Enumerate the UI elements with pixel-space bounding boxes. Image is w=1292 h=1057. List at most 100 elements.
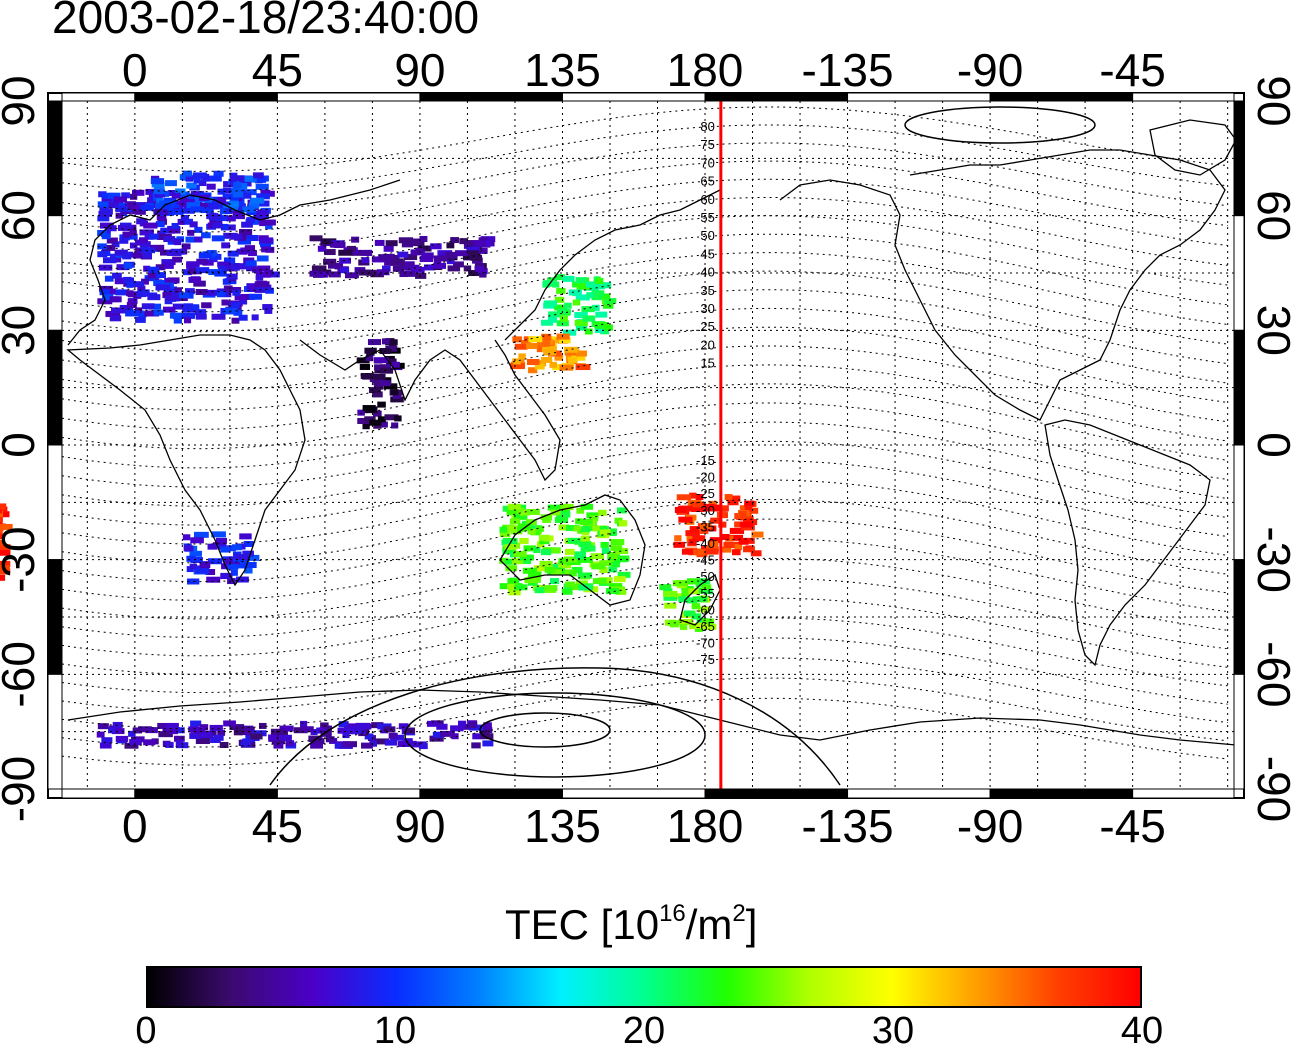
contour-label: -30 xyxy=(696,503,715,518)
tec-cell-south-africa xyxy=(220,573,233,580)
south-magnetic-pole-ring-inner xyxy=(479,712,611,748)
tec-cell-new-zealand xyxy=(696,618,708,625)
tec-cell-europe xyxy=(206,289,221,296)
tec-cell-russia xyxy=(467,250,479,257)
tec-cell-russia xyxy=(324,249,336,256)
contour-label: -40 xyxy=(696,536,715,551)
tec-cell-pacific-fiji xyxy=(720,533,730,540)
tec-cell-antarctic-coast xyxy=(429,735,444,742)
tec-cell-india xyxy=(362,405,376,412)
tec-cell-scandinavia xyxy=(213,170,224,177)
tec-cell-europe xyxy=(185,288,195,295)
tec-cell-australia xyxy=(580,503,594,510)
tec-cell-europe xyxy=(156,214,167,221)
tec-cell-europe xyxy=(155,272,166,279)
tec-cell-australia xyxy=(533,547,541,554)
tec-cell-europe xyxy=(265,223,273,230)
contour-label: -35 xyxy=(696,519,715,534)
tec-cell-europe xyxy=(178,292,189,299)
tec-cell-europe xyxy=(102,294,114,301)
tec-cell-europe xyxy=(153,194,161,201)
tec-cell-south-america xyxy=(0,564,10,571)
tec-cell-australia xyxy=(592,525,608,532)
axis-bars xyxy=(47,92,1245,799)
tec-cell-new-zealand xyxy=(701,584,712,591)
tec-cell-new-zealand xyxy=(689,623,697,630)
right-axis-bar xyxy=(1233,329,1245,446)
tec-cell-japan xyxy=(576,283,591,290)
tec-cell-russia xyxy=(415,272,427,279)
tec-cell-east-china xyxy=(510,363,525,370)
left-axis-bar xyxy=(47,215,63,331)
contour-label: -50 xyxy=(696,569,715,584)
tec-cell-japan xyxy=(586,292,594,299)
tec-cell-europe xyxy=(247,285,257,292)
tec-cell-india xyxy=(357,409,365,416)
tec-cell-scandinavia xyxy=(229,201,239,208)
tec-cell-scandinavia xyxy=(256,176,267,183)
tec-cell-europe xyxy=(238,314,248,321)
tec-cell-europe xyxy=(105,310,121,317)
tec-cell-russia xyxy=(309,235,323,242)
tec-cell-antarctic-coast xyxy=(308,735,322,742)
tec-cell-europe xyxy=(121,192,130,199)
tec-cell-new-zealand xyxy=(702,623,717,630)
tec-cell-antarctic-coast xyxy=(436,723,448,730)
tec-cell-europe xyxy=(181,243,191,250)
tec-cell-antarctic-coast xyxy=(471,742,481,749)
tec-cell-europe xyxy=(138,237,149,244)
tec-cell-europe xyxy=(119,237,129,244)
tec-cell-japan xyxy=(548,316,558,323)
tec-cell-australia xyxy=(616,507,627,514)
tec-cell-pacific-fiji xyxy=(689,492,697,499)
contour-label: 35 xyxy=(700,283,714,298)
tec-cell-new-zealand xyxy=(679,623,688,630)
left-axis-bar xyxy=(47,100,63,217)
tec-cell-europe xyxy=(129,229,137,236)
tec-cell-europe xyxy=(104,288,116,295)
tec-cell-australia xyxy=(565,569,574,576)
tec-cell-scandinavia xyxy=(198,180,207,187)
tec-cell-russia xyxy=(433,262,447,269)
tec-cell-russia xyxy=(400,270,416,277)
left-lat-label: 60 xyxy=(0,190,44,241)
tec-cell-europe xyxy=(143,265,151,272)
tec-cell-scandinavia xyxy=(193,177,201,184)
tec-cell-europe xyxy=(210,253,222,260)
tec-cell-russia xyxy=(345,272,359,279)
tec-cell-europe xyxy=(223,257,236,264)
tec-cell-europe xyxy=(262,304,273,311)
tec-cell-new-zealand xyxy=(698,606,710,613)
left-axis-bar xyxy=(47,444,63,561)
tec-cell-europe xyxy=(135,307,143,314)
tec-cell-australia xyxy=(565,581,576,588)
tec-cell-europe xyxy=(190,304,200,311)
contour-label: -75 xyxy=(696,652,715,667)
top-lon-label: -135 xyxy=(802,44,894,96)
tec-cell-east-china xyxy=(512,358,521,365)
tec-cell-europe xyxy=(190,191,205,198)
tec-cell-antarctic-coast xyxy=(325,736,335,743)
tec-cell-australia xyxy=(499,583,509,590)
tec-cell-russia xyxy=(383,245,394,252)
tec-cell-antarctic-coast xyxy=(157,722,167,729)
tec-cell-europe xyxy=(246,217,255,224)
tec-cell-south-africa xyxy=(182,534,191,541)
tec-cell-russia xyxy=(385,240,398,247)
tec-cell-australia xyxy=(605,588,620,595)
tec-cell-south-africa xyxy=(242,550,254,557)
contour-label: -55 xyxy=(696,586,715,601)
tec-cell-russia xyxy=(339,257,352,264)
tec-cell-japan xyxy=(575,277,588,284)
contour-label: 80 xyxy=(700,119,714,134)
tec-cell-russia xyxy=(390,259,405,266)
tec-cell-europe xyxy=(241,293,255,300)
tec-cell-antarctic-coast xyxy=(229,724,245,731)
tec-cell-antarctic-coast xyxy=(457,720,467,727)
tec-cell-pacific-fiji xyxy=(708,500,718,507)
tec-cell-new-zealand xyxy=(694,622,707,629)
contour-label: -65 xyxy=(696,619,715,634)
tec-cell-europe xyxy=(177,218,185,225)
colorbar-tick-0: 0 xyxy=(135,1010,157,1052)
tec-cell-antarctic-coast xyxy=(132,727,143,734)
